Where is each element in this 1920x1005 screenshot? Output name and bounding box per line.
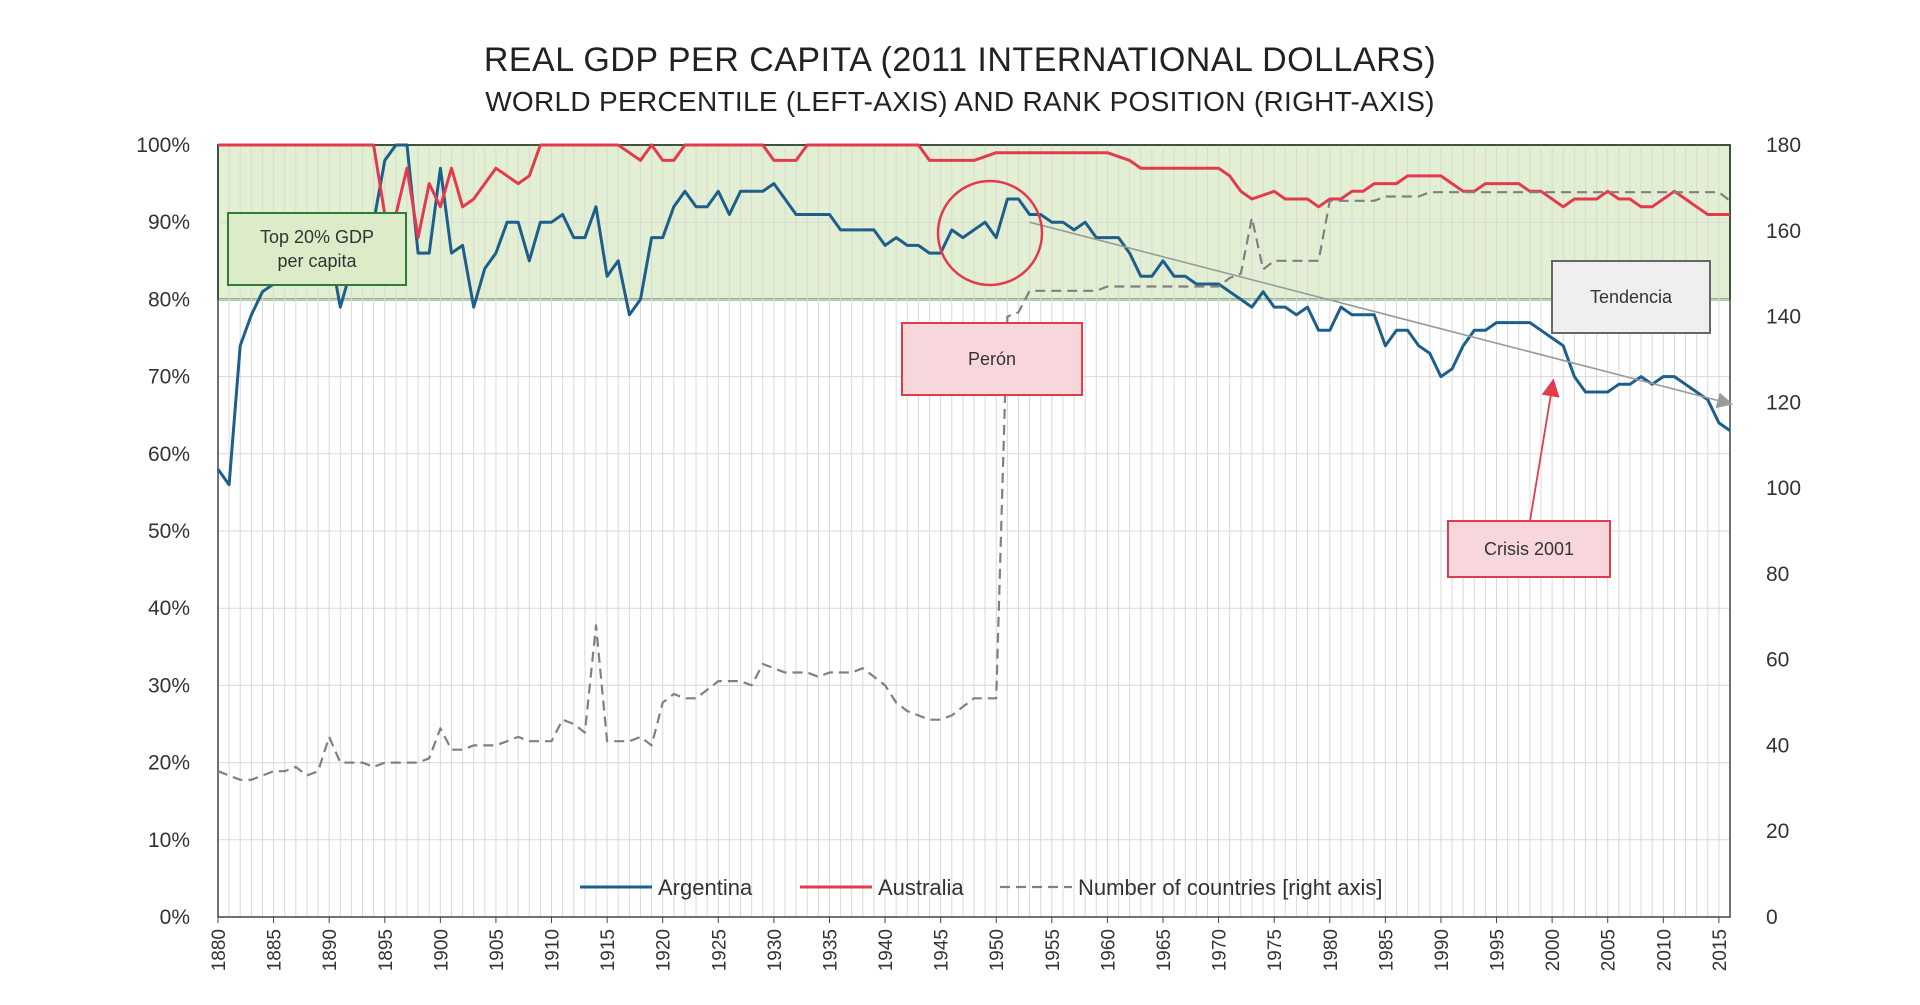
y-tick-left: 30% xyxy=(148,674,190,697)
series-line-argentina xyxy=(216,143,1731,487)
peron-highlight-circle xyxy=(936,179,1044,287)
x-tick-label: 1925 xyxy=(709,929,730,971)
x-tick-label: 1960 xyxy=(1098,929,1119,971)
x-tick-label: 1880 xyxy=(209,929,230,971)
annotation-peron-box xyxy=(901,322,1083,396)
x-tick-label: 1915 xyxy=(598,929,619,971)
chart-subtitle: WORLD PERCENTILE (LEFT-AXIS) AND RANK PO… xyxy=(485,86,1435,117)
annotation-tendencia-label: Tendencia xyxy=(1590,287,1673,307)
x-tick-label: 2005 xyxy=(1599,929,1620,971)
y-tick-left: 0% xyxy=(160,906,190,929)
y-tick-left: 80% xyxy=(148,288,190,311)
x-tick-label: 1980 xyxy=(1321,929,1342,971)
trendline xyxy=(1029,221,1734,409)
x-tick-label: 1985 xyxy=(1376,929,1397,971)
x-tick-label: 1900 xyxy=(431,929,452,971)
legend-label: Argentina xyxy=(658,875,753,900)
y-tick-left: 40% xyxy=(148,597,190,620)
annotation-peron-label: Perón xyxy=(968,349,1016,369)
x-tick-label: 2015 xyxy=(1710,929,1731,971)
y-tick-left: 70% xyxy=(148,366,190,389)
x-tick-label: 1885 xyxy=(265,929,286,971)
y-tick-left: 50% xyxy=(148,520,190,543)
annotation-top20-box xyxy=(227,212,407,286)
x-tick-label: 1905 xyxy=(487,929,508,971)
series-line-australia xyxy=(218,143,1730,240)
x-tick-label: 1995 xyxy=(1488,929,1509,971)
y-tick-right: 160 xyxy=(1766,220,1801,243)
y-tick-right: 80 xyxy=(1766,563,1789,586)
y-tick-right: 40 xyxy=(1766,734,1789,757)
crisis-arrow xyxy=(1529,378,1560,522)
legend-label: Australia xyxy=(878,875,964,900)
annotation-tendencia-box xyxy=(1551,260,1711,334)
x-tick-label: 2010 xyxy=(1654,929,1675,971)
y-tick-left: 20% xyxy=(148,752,190,775)
annotation-top20-label: Top 20% GDP xyxy=(260,227,374,247)
annotation-crisis-box xyxy=(1447,520,1611,578)
y-tick-left: 90% xyxy=(148,211,190,234)
x-tick-label: 1965 xyxy=(1154,929,1175,971)
y-tick-right: 180 xyxy=(1766,134,1801,157)
annotation-crisis-label: Crisis 2001 xyxy=(1484,539,1574,559)
chart-title: REAL GDP PER CAPITA (2011 INTERNATIONAL … xyxy=(483,41,1437,79)
y-tick-left: 60% xyxy=(148,443,190,466)
y-tick-left: 100% xyxy=(136,134,190,157)
x-tick-label: 1920 xyxy=(654,929,675,971)
x-tick-label: 1970 xyxy=(1210,929,1231,971)
x-tick-label: 1945 xyxy=(932,929,953,971)
x-tick-label: 1935 xyxy=(820,929,841,971)
x-tick-label: 1930 xyxy=(765,929,786,971)
y-tick-right: 140 xyxy=(1766,306,1801,329)
x-tick-label: 1950 xyxy=(987,929,1008,971)
y-tick-right: 20 xyxy=(1766,820,1789,843)
y-tick-left: 10% xyxy=(148,829,190,852)
x-tick-label: 1890 xyxy=(320,929,341,971)
y-tick-right: 120 xyxy=(1766,391,1801,414)
y-tick-right: 0 xyxy=(1766,906,1778,929)
plot-frame xyxy=(217,144,1731,918)
x-tick-label: 1940 xyxy=(876,929,897,971)
x-tick-label: 1990 xyxy=(1432,929,1453,971)
y-tick-right: 60 xyxy=(1766,649,1789,672)
x-tick-label: 1895 xyxy=(376,929,397,971)
x-tick-label: 2000 xyxy=(1543,929,1564,971)
x-tick-label: 1955 xyxy=(1043,929,1064,971)
x-tick-label: 1975 xyxy=(1265,929,1286,971)
annotation-top20-label: per capita xyxy=(277,251,357,271)
y-tick-right: 100 xyxy=(1766,477,1801,500)
x-tick-label: 1910 xyxy=(543,929,564,971)
legend-label: Number of countries [right axis] xyxy=(1078,875,1382,900)
